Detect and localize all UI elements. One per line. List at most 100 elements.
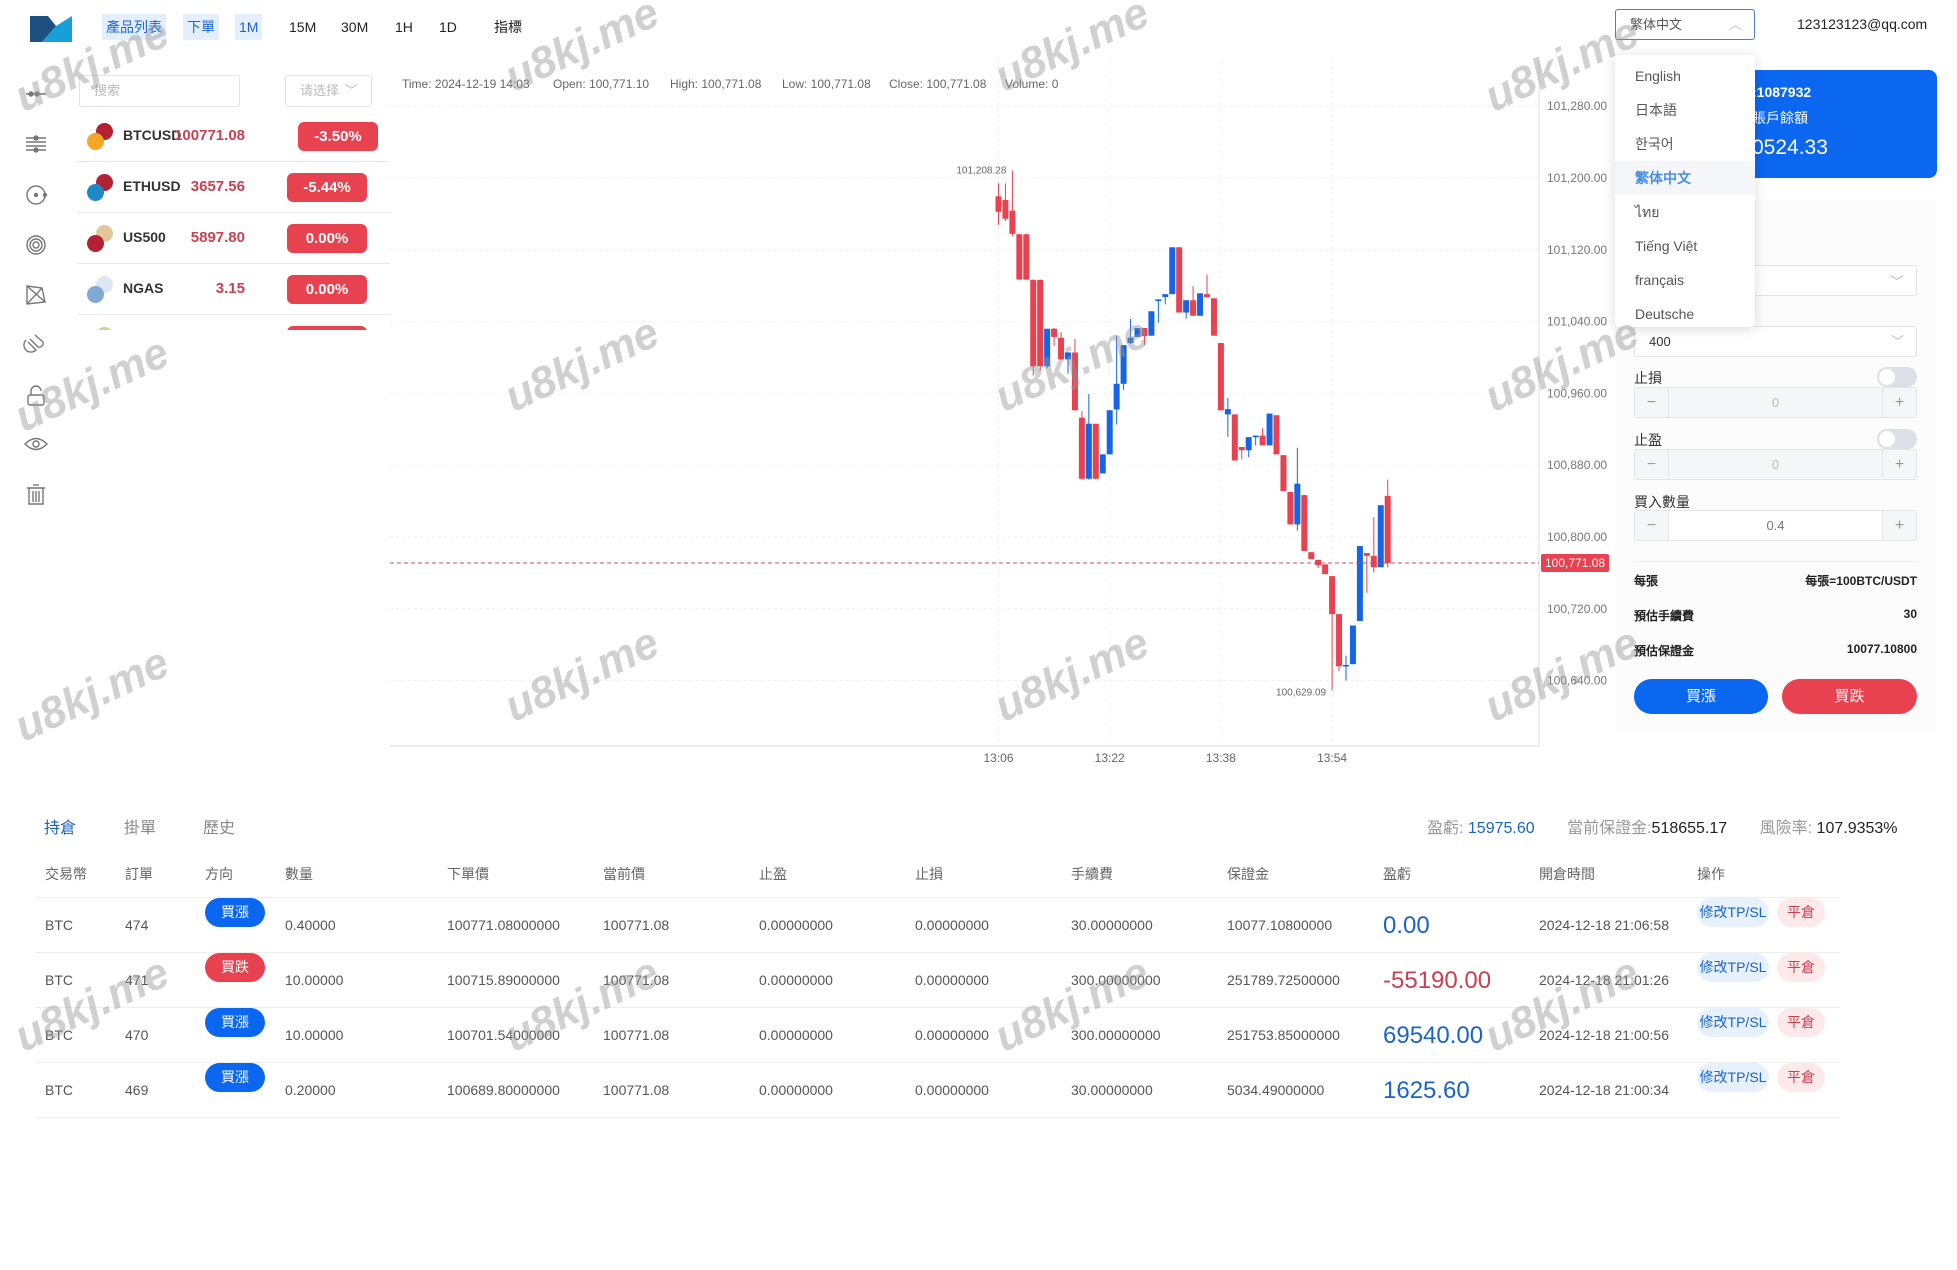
circle-icon[interactable] xyxy=(22,181,50,209)
modify-tpsl-button[interactable]: 修改TP/SL xyxy=(1697,953,1769,982)
language-select[interactable]: 繁体中文 ︿ xyxy=(1615,9,1755,40)
product-row[interactable]: BTCUSD 100771.08 -3.50% xyxy=(77,111,390,162)
language-option[interactable]: Deutsche xyxy=(1635,306,1695,322)
candle-body xyxy=(1349,625,1356,665)
candle-body xyxy=(1231,414,1238,461)
y-tick-label: 100,640.00 xyxy=(1547,674,1607,688)
product-row[interactable]: ND25 882.30 0.00% xyxy=(77,315,390,348)
quantity-input[interactable]: 0.4 xyxy=(1668,511,1883,540)
tab-2[interactable]: 1M xyxy=(235,14,263,40)
candle-body xyxy=(1336,614,1343,667)
lock-icon[interactable] xyxy=(22,382,50,410)
concentric-circles-icon[interactable] xyxy=(22,231,50,259)
trash-icon[interactable] xyxy=(22,481,50,509)
change-badge: +0.01% xyxy=(287,377,367,406)
margin-value: 10077.10800 xyxy=(1846,642,1917,656)
candle-body xyxy=(1176,247,1183,313)
stop-loss-input[interactable]: 0 xyxy=(1668,388,1883,417)
candle-body xyxy=(1301,495,1308,551)
product-price: 87.43 xyxy=(207,433,245,450)
eye-icon[interactable] xyxy=(22,430,50,458)
candle-body xyxy=(1044,328,1051,367)
modify-tpsl-button[interactable]: 修改TP/SL xyxy=(1697,898,1769,927)
minus-button[interactable]: − xyxy=(1635,511,1668,540)
current-margin-value: 518655.17 xyxy=(1651,820,1728,837)
position-tab-1[interactable]: 掛單 xyxy=(124,820,157,837)
column-header: 交易幣 xyxy=(45,866,87,882)
user-email[interactable]: 123123123@qq.com xyxy=(1797,16,1928,32)
candle-body xyxy=(1085,423,1092,479)
candlestick-chart[interactable]: 101,280.00 101,200.00 101,120.00 101,040.00… xyxy=(390,60,1615,780)
language-option[interactable]: 繁体中文 xyxy=(1615,161,1755,195)
language-option[interactable]: ไทย xyxy=(1635,204,1660,220)
product-row[interactable]: EURNZD 1.84 +0.01% xyxy=(77,672,390,723)
category-select[interactable]: 请选择 ﹀ xyxy=(285,75,372,107)
product-row[interactable]: GBPJPY 195.51 0.00% xyxy=(77,519,390,570)
change-badge: 0.00% xyxy=(287,530,367,559)
product-row[interactable]: GBPAUD 2.02 -0.01% xyxy=(77,570,390,621)
product-row[interactable]: NZDJPY 87.43 -0.01% xyxy=(77,417,390,468)
plus-button[interactable]: + xyxy=(1883,511,1916,540)
tab-1[interactable]: 下單 xyxy=(183,14,219,40)
language-option[interactable]: English xyxy=(1635,68,1681,84)
cell-cur: 100771.08 xyxy=(603,1082,670,1098)
tab-4[interactable]: 30M xyxy=(341,19,369,35)
product-row[interactable]: ETHUSD 3657.56 -5.44% xyxy=(77,162,390,213)
close-position-button[interactable]: 平倉 xyxy=(1777,953,1825,982)
language-option[interactable]: Tiếng Việt xyxy=(1635,238,1698,254)
product-row[interactable]: USDCAD 1.44 0.00% xyxy=(77,621,390,672)
tab-7[interactable]: 指標 xyxy=(494,19,522,35)
take-profit-toggle[interactable] xyxy=(1877,429,1917,449)
candle-body xyxy=(1099,454,1106,474)
modify-tpsl-button[interactable]: 修改TP/SL xyxy=(1697,1008,1769,1037)
language-option[interactable]: 한국어 xyxy=(1635,136,1674,152)
search-input[interactable]: 搜索 xyxy=(79,75,240,107)
language-option[interactable]: 日本語 xyxy=(1635,102,1677,118)
buy-up-button[interactable]: 買漲 xyxy=(1634,679,1768,714)
cell-coin: BTC xyxy=(45,972,73,988)
take-profit-input[interactable]: 0 xyxy=(1668,450,1883,479)
direction-badge: 買漲 xyxy=(205,1063,265,1092)
close-position-button[interactable]: 平倉 xyxy=(1777,1063,1825,1092)
take-profit-stepper[interactable]: −0 + xyxy=(1634,449,1917,480)
tab-0[interactable]: 產品列表 xyxy=(102,14,166,40)
line-tool-icon[interactable] xyxy=(22,80,50,108)
flag-icon xyxy=(87,735,115,763)
tab-3[interactable]: 15M xyxy=(289,19,317,35)
product-price: 882.30 xyxy=(199,331,245,348)
cell-order: 470 xyxy=(125,1027,149,1043)
product-row[interactable]: GBPNZD 2.24 +0.02% xyxy=(77,468,390,519)
language-option[interactable]: français xyxy=(1635,272,1685,288)
stop-loss-toggle[interactable] xyxy=(1877,367,1917,387)
product-row[interactable]: EURCHF 0.93 0.00% xyxy=(77,774,390,800)
leverage-select[interactable]: 400 ﹀ xyxy=(1634,326,1917,357)
quantity-stepper[interactable]: −0.4 + xyxy=(1634,510,1917,541)
parallel-lines-icon[interactable] xyxy=(22,130,50,158)
close-position-button[interactable]: 平倉 xyxy=(1777,898,1825,927)
product-price: 1.84 xyxy=(215,688,245,705)
category-select-placeholder: 请选择 xyxy=(300,83,340,98)
tab-5[interactable]: 1H xyxy=(395,19,413,35)
info-close: Close: 100,771.08 xyxy=(889,77,987,91)
product-price: 5897.80 xyxy=(190,229,245,246)
position-tab-0[interactable]: 持倉 xyxy=(44,820,77,837)
buy-down-button[interactable]: 買跌 xyxy=(1782,679,1917,714)
last-price-label: 100,771.08 xyxy=(1545,556,1605,570)
change-badge: -3.50% xyxy=(298,122,378,151)
magnet-icon[interactable] xyxy=(22,331,50,359)
product-row[interactable]: EURAUD 1.67 +0.01% xyxy=(77,366,390,417)
network-icon[interactable] xyxy=(22,281,50,309)
plus-button[interactable]: + xyxy=(1883,450,1916,479)
minus-button[interactable]: − xyxy=(1635,450,1668,479)
product-row[interactable]: NGAS 3.15 0.00% xyxy=(77,264,390,315)
stop-loss-stepper[interactable]: −0 + xyxy=(1634,387,1917,418)
position-tab-2[interactable]: 歷史 xyxy=(203,820,236,837)
product-list: BTCUSD 100771.08 -3.50% ETHUSD 3657.56 -5.44%… xyxy=(0,0,400,800)
tab-6[interactable]: 1D xyxy=(439,19,457,35)
close-position-button[interactable]: 平倉 xyxy=(1777,1008,1825,1037)
modify-tpsl-button[interactable]: 修改TP/SL xyxy=(1697,1063,1769,1092)
product-row[interactable]: EURJPY 161.24 +0.01% xyxy=(77,723,390,774)
plus-button[interactable]: + xyxy=(1883,388,1916,417)
product-row[interactable]: US500 5897.80 0.00% xyxy=(77,213,390,264)
minus-button[interactable]: − xyxy=(1635,388,1668,417)
